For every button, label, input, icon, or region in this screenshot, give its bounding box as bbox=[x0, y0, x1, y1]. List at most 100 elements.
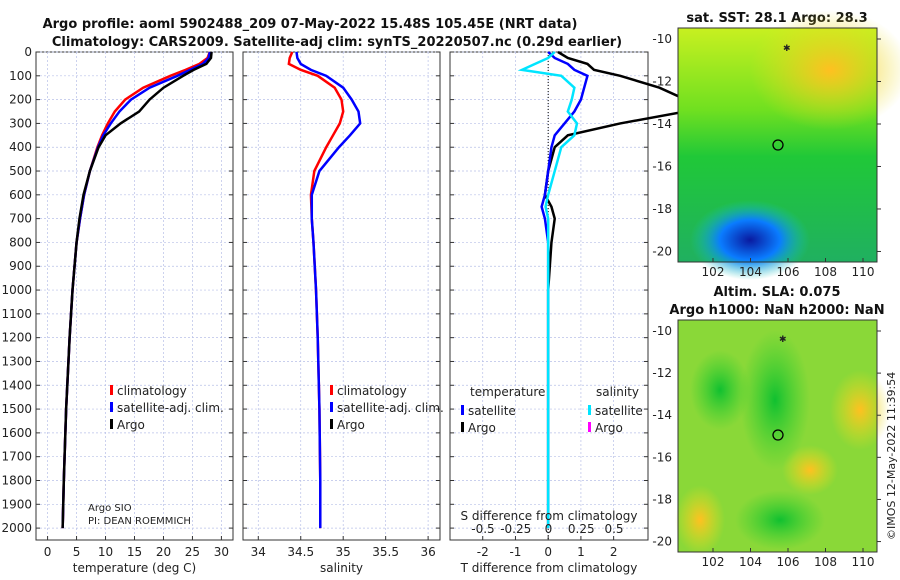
sla-map-title: Altim. SLA: 0.075 bbox=[714, 285, 841, 300]
legend-label: satellite bbox=[595, 404, 643, 418]
map-x-tick-label: 102 bbox=[702, 265, 725, 279]
annotation-pi: PI: DEAN ROEMMICH bbox=[88, 516, 191, 527]
x-tick-label: 35 bbox=[336, 545, 351, 559]
legend-swatch bbox=[588, 405, 591, 415]
y-tick-label: 1900 bbox=[1, 497, 32, 511]
sla-low-region bbox=[735, 490, 825, 550]
x-tick-label: 20 bbox=[156, 545, 171, 559]
annotation-institution: Argo SIO bbox=[88, 503, 132, 514]
legend-label: Argo bbox=[117, 418, 145, 432]
y-tick-label: 1400 bbox=[1, 378, 32, 392]
sla-high-region bbox=[830, 370, 890, 450]
legend-label: Argo bbox=[468, 421, 496, 435]
x-axis-label: temperature (deg C) bbox=[73, 561, 196, 575]
x-tick-label: -2 bbox=[477, 545, 489, 559]
legend-swatch bbox=[330, 402, 333, 412]
sla-low-region bbox=[690, 350, 750, 430]
x-tick-label: 0 bbox=[544, 545, 552, 559]
y-tick-label: 1500 bbox=[1, 402, 32, 416]
legend-label: climatology bbox=[117, 384, 187, 398]
s-tick-label: 0 bbox=[545, 522, 553, 536]
x-tick-label: 1 bbox=[577, 545, 585, 559]
imos-timestamp: ©IMOS 12-May-2022 11:39:54 bbox=[885, 372, 898, 540]
y-tick-label: 200 bbox=[9, 93, 32, 107]
y-tick-label: 900 bbox=[9, 259, 32, 273]
x-tick-label: 5 bbox=[73, 545, 81, 559]
map-y-tick-label: -10 bbox=[652, 32, 672, 46]
legend-swatch bbox=[110, 385, 113, 395]
map-y-tick-label: -20 bbox=[652, 535, 672, 549]
legend-title-salinity: salinity bbox=[596, 385, 639, 399]
legend-label: climatology bbox=[337, 384, 407, 398]
y-tick-label: 1000 bbox=[1, 283, 32, 297]
profile-panel-3: -2 -1 0 1 2T difference from climatology bbox=[449, 50, 687, 575]
map-x-tick-label: 106 bbox=[777, 265, 800, 279]
map-x-tick-label: 104 bbox=[739, 265, 762, 279]
x-tick-label: 10 bbox=[98, 545, 113, 559]
x-tick-label: 35.5 bbox=[372, 545, 399, 559]
map-y-tick-label: -10 bbox=[652, 324, 672, 338]
map-x-tick-label: 102 bbox=[702, 555, 725, 569]
sla-high-region bbox=[675, 485, 725, 555]
map-x-tick-label: 104 bbox=[739, 555, 762, 569]
x-tick-label: 36 bbox=[420, 545, 435, 559]
legend-label: Argo bbox=[595, 421, 623, 435]
map-y-tick-label: -18 bbox=[652, 492, 672, 506]
sla-map-subtitle: Argo h1000: NaN h2000: NaN bbox=[669, 303, 884, 318]
figure-subtitle: Climatology: CARS2009. Satellite-adj cli… bbox=[52, 35, 622, 50]
map-y-tick-label: -12 bbox=[652, 366, 672, 380]
legend-swatch bbox=[330, 385, 333, 395]
series-line-salinity-satellite bbox=[517, 51, 579, 529]
y-tick-label: 0 bbox=[24, 45, 32, 59]
y-tick-label: 100 bbox=[9, 69, 32, 83]
y-tick-label: 400 bbox=[9, 140, 32, 154]
x-axis-label: salinity bbox=[320, 561, 363, 575]
map-y-tick-label: -16 bbox=[652, 159, 672, 173]
argo-float-marker bbox=[772, 139, 784, 151]
argo-track-marker: ✱ bbox=[779, 335, 787, 345]
y-tick-label: 500 bbox=[9, 164, 32, 178]
sst-warm-region bbox=[750, 10, 900, 130]
y-tick-label: 1200 bbox=[1, 331, 32, 345]
legend-label: Argo bbox=[337, 418, 365, 432]
legend-label: satellite-adj. clim. bbox=[337, 401, 444, 415]
x-tick-label: 34 bbox=[251, 545, 266, 559]
map-y-tick-label: -14 bbox=[652, 408, 672, 422]
legend-swatch bbox=[588, 422, 591, 432]
y-tick-label: 600 bbox=[9, 188, 32, 202]
figure-title: Argo profile: aoml 5902488_209 07-May-20… bbox=[43, 17, 578, 32]
legend-label: satellite bbox=[468, 404, 516, 418]
s-tick-label: -0.5 bbox=[471, 522, 494, 536]
legend-label: satellite-adj. clim. bbox=[117, 401, 224, 415]
map-x-tick-label: 108 bbox=[814, 555, 837, 569]
profile-panel-2: 34 34.5 35 35.5 36 salinity climatology satelli… bbox=[242, 51, 444, 575]
x-tick-label: 2 bbox=[610, 545, 618, 559]
y-tick-label: 800 bbox=[9, 235, 32, 249]
s-axis-label: S difference from climatology bbox=[461, 509, 638, 523]
sla-map: Altim. SLA: 0.075 Argo h1000: NaN h2000:… bbox=[669, 285, 890, 555]
plot-area bbox=[242, 51, 441, 541]
x-tick-label: 15 bbox=[127, 545, 142, 559]
sst-map: sat. SST: 28.1 Argo: 28.3 ✱ bbox=[678, 10, 900, 280]
x-tick-label: 34.5 bbox=[287, 545, 314, 559]
map-y-tick-label: -14 bbox=[652, 117, 672, 131]
legend-swatch bbox=[461, 405, 464, 415]
y-tick-label: 1700 bbox=[1, 450, 32, 464]
x-tick-label: 30 bbox=[214, 545, 229, 559]
x-tick-label: 0 bbox=[44, 545, 52, 559]
y-tick-label: 1800 bbox=[1, 473, 32, 487]
legend-swatch bbox=[330, 419, 333, 429]
map-y-tick-label: -18 bbox=[652, 202, 672, 216]
argo-track-marker: ✱ bbox=[783, 44, 791, 54]
sst-cool-region bbox=[690, 200, 810, 280]
map-y-tick-label: -16 bbox=[652, 450, 672, 464]
profile-panel-1: 0 5 10 15 20 25 30 temperature (deg C) climatolo… bbox=[35, 51, 234, 575]
y-tick-label: 700 bbox=[9, 212, 32, 226]
sla-low-region bbox=[740, 330, 810, 470]
map-y-tick-label: -12 bbox=[652, 74, 672, 88]
legend-swatch bbox=[110, 402, 113, 412]
x-tick-label: -1 bbox=[509, 545, 521, 559]
map-y-tick-label: -20 bbox=[652, 244, 672, 258]
y-tick-label: 2000 bbox=[1, 521, 32, 535]
